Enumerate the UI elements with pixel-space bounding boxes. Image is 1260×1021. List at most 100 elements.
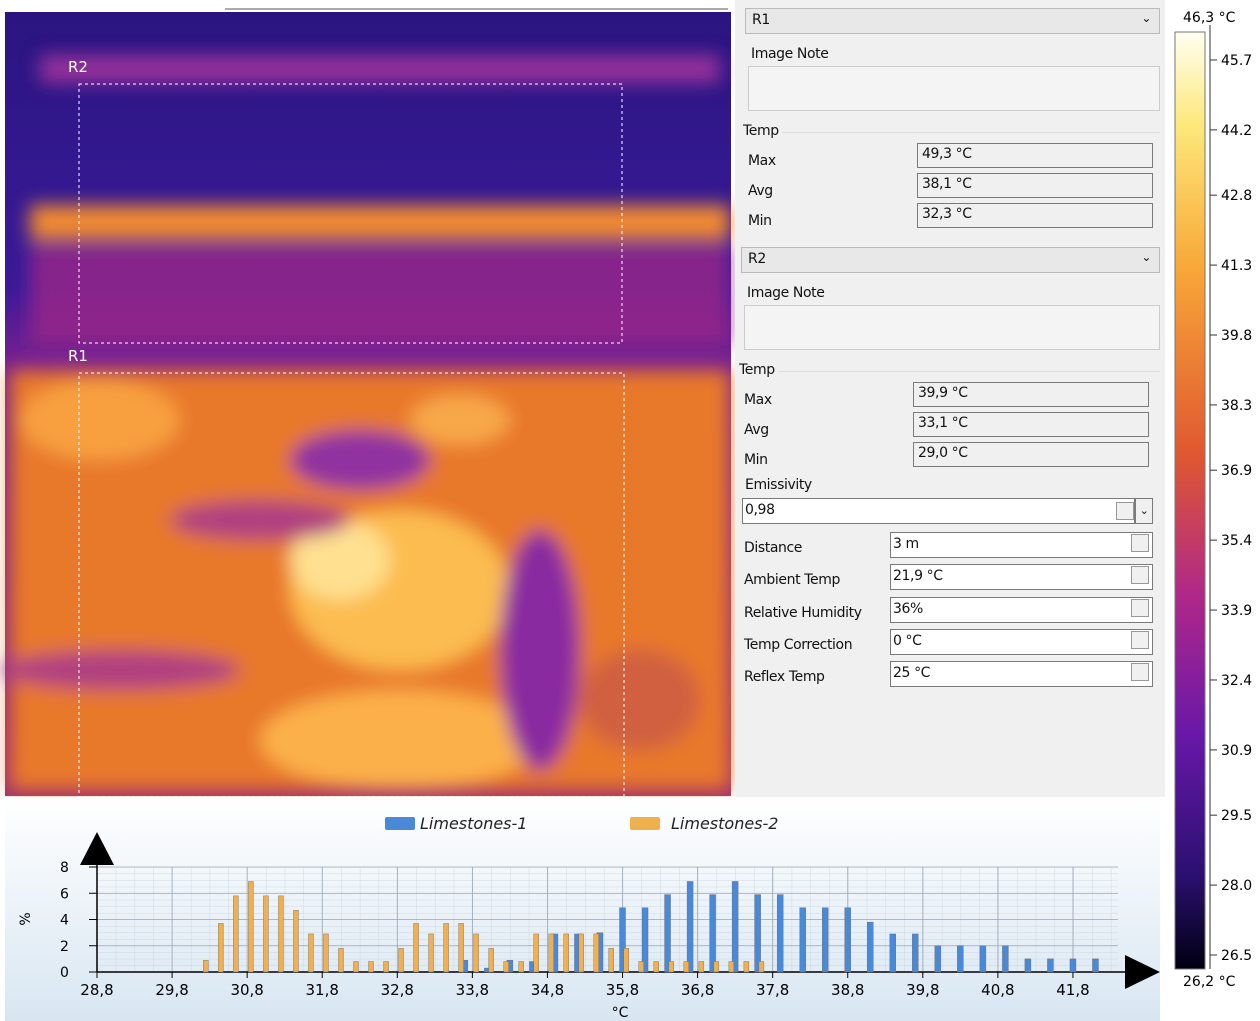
bar [890,934,896,972]
bar [233,896,238,972]
scale-tick-label: 28.0 [1221,878,1252,894]
legend-swatch [385,817,415,830]
bar [429,934,434,972]
region-name: R1 [752,12,770,28]
scale-tick-label: 42.8 [1221,188,1252,204]
stat-label: Avg [744,422,769,438]
y-axis-label: % [18,912,34,925]
bar [549,934,554,972]
x-tick-label: 29,8 [155,981,188,999]
stat-value: 29,0 °C [913,442,1149,467]
x-tick-label: 37,8 [756,981,789,999]
thermal-image: R2 R1 [0,0,735,800]
bar [354,962,359,973]
divider [778,371,1160,372]
param-input[interactable]: 36% [890,597,1153,623]
bar [684,962,689,973]
y-tick-label: 6 [60,886,69,902]
bar [564,934,569,972]
bar [218,923,223,972]
scale-tick-label: 38.3 [1221,398,1252,414]
y-tick-label: 8 [60,860,69,876]
note-label: Image Note [747,285,824,301]
spinner[interactable] [1131,534,1149,552]
bar [669,962,674,973]
param-input[interactable]: 3 m [890,532,1153,558]
param-label: Distance [744,540,802,556]
bar [474,934,479,972]
bar [699,962,704,973]
spinner[interactable] [1131,631,1149,649]
dropdown[interactable]: ⌄ [1135,498,1153,524]
scale-tick-label: 45.7 [1221,53,1252,69]
bar [665,895,671,972]
scale-tick-label: 39.8 [1221,328,1252,344]
region-select[interactable]: R2⌄ [741,247,1160,273]
bar [654,962,659,973]
bar [777,895,783,972]
region-name: R2 [748,251,766,267]
bar [323,934,328,972]
scale-tick-label: 30.9 [1221,743,1252,759]
bar [489,948,494,972]
stat-label: Min [748,213,772,229]
note-label: Image Note [751,46,828,62]
bar [687,881,693,972]
bar [935,946,941,972]
bar [308,934,313,972]
legend-swatch [630,817,660,830]
bar [732,881,738,972]
param-label: Reflex Temp [744,669,825,685]
x-tick-label: 33,8 [456,981,489,999]
param-label: Relative Humidity [744,605,862,621]
temp-label: Temp [739,362,775,378]
region-label: R1 [68,347,88,365]
bar [579,934,584,972]
bar [867,922,873,972]
bar [800,908,806,972]
legend-label: Limestones-2 [671,814,778,833]
spinner[interactable] [1131,663,1149,681]
y-tick-label: 2 [60,939,69,955]
bar [444,923,449,972]
y-tick-label: 0 [60,965,69,981]
param-input[interactable]: 0 °C [890,629,1153,655]
bar [369,962,374,973]
scale-tick-label: 41.3 [1221,258,1252,274]
spinner[interactable] [1131,566,1149,584]
x-tick-label: 38,8 [831,981,864,999]
color-scale: 46,3 °C 26,2 °C 45.744.242.841.339.838.3… [1165,0,1260,1000]
stat-value: 32,3 °C [917,203,1153,228]
stat-label: Min [744,452,768,468]
param-input[interactable]: 25 °C [890,661,1153,687]
scale-tick-label: 32.4 [1221,673,1252,689]
bar [414,923,419,972]
bar [519,962,524,973]
bar [710,895,716,972]
bar [759,962,764,973]
bar [203,960,208,972]
temp-label: Temp [743,123,779,139]
emissivity-label: Emissivity [745,477,812,493]
scale-tick-label: 44.2 [1221,123,1252,139]
spinner[interactable] [1131,599,1149,617]
stat-label: Avg [748,183,773,199]
param-input[interactable]: 21,9 °C [890,564,1153,590]
region-select[interactable]: R1⌄ [745,8,1160,34]
bar [912,934,918,972]
note-box[interactable] [744,305,1160,350]
x-tick-label: 35,8 [606,981,639,999]
bar [384,962,389,973]
x-tick-label: 28,8 [80,981,113,999]
emissivity-input[interactable]: 0,98 [742,498,1135,524]
bar [624,948,629,972]
stat-value: 38,1 °C [917,173,1153,198]
scale-tick-label: 36.9 [1221,463,1252,479]
bar [293,910,298,972]
stat-value: 49,3 °C [917,143,1153,168]
region-label: R2 [68,58,88,76]
note-box[interactable] [748,66,1160,111]
stat-label: Max [744,392,772,408]
spinner[interactable] [1116,502,1134,520]
